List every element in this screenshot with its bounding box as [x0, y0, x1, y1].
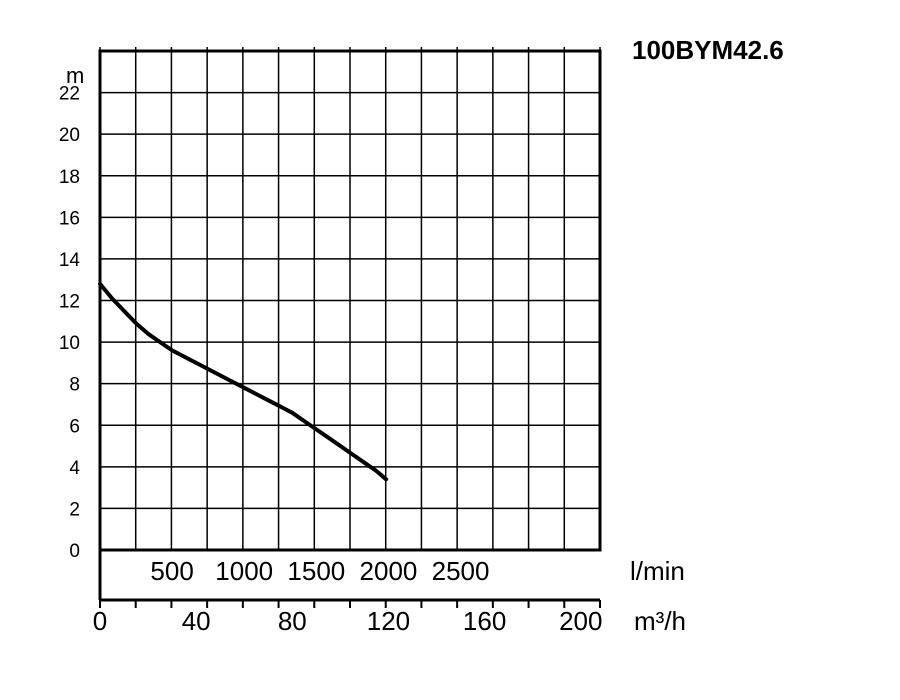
y-tick-label: 22 — [59, 84, 80, 105]
x-tick-label-m3h: 120 — [367, 606, 410, 636]
x-tick-labels-m3h: 0 40 80 120 160 200 — [93, 606, 603, 636]
y-tick-label: 8 — [69, 375, 80, 396]
y-tick-label: 12 — [59, 292, 80, 313]
x-tick-label-lmin: 1500 — [287, 556, 345, 586]
y-tick-label: 14 — [59, 250, 81, 271]
y-tick-label: 0 — [69, 541, 80, 562]
y-tick-label: 2 — [69, 499, 80, 520]
x-tick-label-lmin: 2500 — [432, 556, 490, 586]
y-tick-label: 16 — [59, 208, 80, 229]
x-tick-label-m3h: 200 — [559, 606, 602, 636]
y-tick-label: 10 — [59, 333, 80, 354]
x-tick-label-m3h: 40 — [182, 606, 211, 636]
y-tick-label: 20 — [59, 125, 80, 146]
x-tick-label-m3h: 0 — [93, 606, 107, 636]
y-tick-labels: 0 2 4 6 8 10 12 14 16 18 20 22 — [59, 84, 81, 562]
y-tick-label: 4 — [69, 458, 80, 479]
y-tick-label: 18 — [59, 167, 80, 188]
x-tick-labels-lmin: 500 1000 1500 2000 2500 — [150, 556, 489, 586]
y-axis-label: m — [66, 63, 84, 88]
grid — [99, 47, 601, 550]
x-tick-label-m3h: 80 — [278, 606, 307, 636]
x-axis-ticks — [99, 600, 601, 608]
series-line — [98, 281, 389, 482]
x-tick-label-m3h: 160 — [463, 606, 506, 636]
y-tick-label: 6 — [69, 416, 80, 437]
x-axis-label-lmin: l/min — [630, 556, 685, 586]
x-tick-label-lmin: 2000 — [360, 556, 418, 586]
x-axis-label-m3h: m³/h — [634, 606, 686, 636]
plot-frame — [98, 49, 602, 552]
chart-title: 100BYM42.6 — [632, 35, 784, 65]
x-tick-label-lmin: 500 — [150, 556, 193, 586]
x-tick-label-lmin: 1000 — [215, 556, 273, 586]
